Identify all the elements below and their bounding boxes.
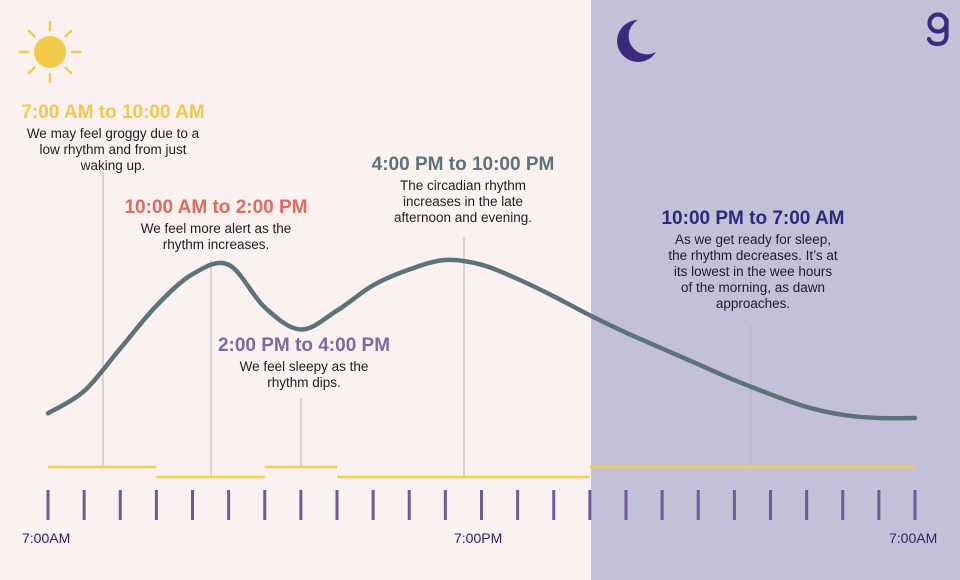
- annotation-night-desc-line: of the morning, as dawn: [680, 280, 826, 295]
- hour-ticks: [46, 490, 917, 520]
- annotation-dip: 2:00 PM to 4:00 PM We feel sleepy as the…: [206, 335, 402, 391]
- sun-ray: [27, 29, 36, 38]
- annotation-evening-desc-line: afternoon and evening.: [393, 210, 533, 225]
- annotation-midday-desc-line: rhythm increases.: [162, 237, 270, 252]
- annotation-dip-desc: We feel sleepy as the rhythm dips.: [206, 359, 402, 391]
- annotation-evening-desc-line: increases in the late: [402, 194, 524, 209]
- axis-label-start: 7:00AM: [22, 530, 71, 546]
- annotation-pointer-lines: [102, 172, 752, 477]
- sun-ray: [64, 29, 73, 38]
- annotation-midday-time: 10:00 AM to 2:00 PM: [124, 197, 308, 218]
- annotation-midday-desc-line: We feel more alert as the: [140, 221, 292, 236]
- annotation-dip-time: 2:00 PM to 4:00 PM: [217, 335, 391, 356]
- brand-logo-icon: [926, 12, 949, 47]
- annotation-morning-desc: We may feel groggy due to a low rhythm a…: [10, 126, 216, 174]
- annotation-night: 10:00 PM to 7:00 AM As we get ready for …: [650, 208, 856, 312]
- annotation-evening-desc: The circadian rhythm increases in the la…: [357, 178, 569, 226]
- phase-bars: [48, 465, 915, 479]
- annotation-dip-desc-line: rhythm dips.: [267, 375, 341, 390]
- annotation-night-desc-line: approaches.: [715, 296, 791, 311]
- annotation-midday: 10:00 AM to 2:00 PM We feel more alert a…: [110, 197, 322, 253]
- annotation-night-desc-line: As we get ready for sleep,: [674, 232, 832, 247]
- axis-label-end: 7:00AM: [889, 530, 938, 546]
- annotation-morning-time: 7:00 AM to 10:00 AM: [21, 102, 205, 123]
- annotation-evening-time: 4:00 PM to 10:00 PM: [371, 154, 555, 175]
- annotation-night-desc-line: the rhythm decreases. It’s at: [668, 248, 838, 263]
- moon-icon: [617, 20, 656, 62]
- night-background-panel: [591, 0, 960, 580]
- annotation-night-desc-line: its lowest in the wee hours: [673, 264, 833, 279]
- annotation-night-time: 10:00 PM to 7:00 AM: [661, 208, 845, 229]
- annotation-midday-desc: We feel more alert as the rhythm increas…: [110, 221, 322, 253]
- annotation-morning-desc-line: waking up.: [80, 158, 146, 173]
- annotation-night-desc: As we get ready for sleep, the rhythm de…: [650, 232, 856, 312]
- annotation-morning: 7:00 AM to 10:00 AM We may feel groggy d…: [10, 102, 216, 174]
- annotation-evening: 4:00 PM to 10:00 PM The circadian rhythm…: [357, 154, 569, 226]
- annotation-dip-desc-line: We feel sleepy as the: [239, 359, 369, 374]
- sun-ray: [64, 66, 73, 75]
- axis-label-mid: 7:00PM: [454, 530, 503, 546]
- sun-icon: [18, 20, 82, 84]
- annotation-morning-desc-line: low rhythm and from just: [39, 142, 187, 157]
- annotation-morning-desc-line: We may feel groggy due to a: [26, 126, 200, 141]
- rhythm-curve: [45, 257, 918, 421]
- annotation-evening-desc-line: The circadian rhythm: [399, 178, 527, 193]
- sun-ray: [27, 66, 36, 75]
